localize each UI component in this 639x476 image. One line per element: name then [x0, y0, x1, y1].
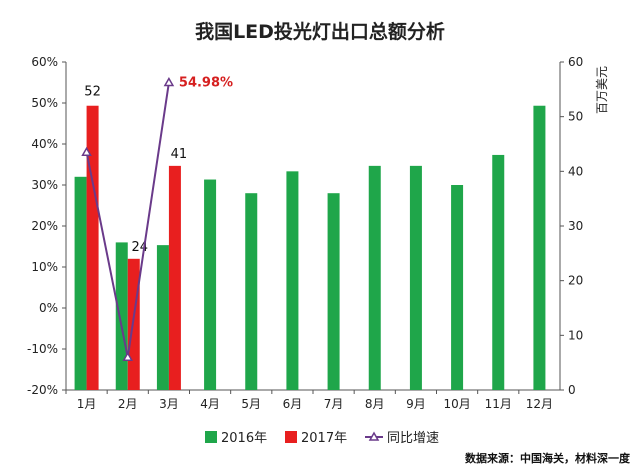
bar-2016: [451, 185, 464, 390]
left-tick-label: -20%: [27, 383, 58, 397]
bar-2016: [156, 245, 169, 390]
bar-2017-data-label: 41: [171, 147, 188, 162]
x-tick-label: 3月: [159, 397, 179, 411]
x-tick-label: 11月: [485, 397, 512, 411]
left-tick-label: 0%: [39, 301, 58, 315]
right-tick-label: 30: [568, 219, 583, 233]
x-tick-label: 6月: [283, 397, 303, 411]
bar-2016: [368, 165, 381, 390]
x-tick-label: 2月: [118, 397, 138, 411]
x-tick-label: 10月: [443, 397, 470, 411]
right-tick-label: 10: [568, 328, 583, 342]
bar-2017: [127, 258, 140, 390]
x-tick-label: 4月: [200, 397, 220, 411]
chart-title: 我国LED投光灯出口总额分析: [195, 20, 445, 43]
left-tick-label: 50%: [31, 96, 58, 110]
growth-marker: [163, 76, 175, 87]
bar-2016: [115, 242, 128, 390]
left-tick-label: 20%: [31, 219, 58, 233]
x-tick-label: 9月: [406, 397, 426, 411]
right-tick-label: 0: [568, 383, 576, 397]
legend-label: 2017年: [301, 431, 347, 446]
bar-2017-data-label: 52: [84, 85, 101, 100]
right-tick-label: 60: [568, 55, 583, 69]
right-tick-label: 20: [568, 274, 583, 288]
left-tick-label: 10%: [31, 260, 58, 274]
left-tick-label: -10%: [27, 342, 58, 356]
bar-2017: [86, 105, 99, 390]
left-tick-label: 30%: [31, 178, 58, 192]
left-tick-label: 40%: [31, 137, 58, 151]
bar-2017: [168, 165, 181, 390]
bar-2016: [533, 105, 546, 390]
bar-2016: [327, 193, 340, 390]
x-tick-label: 7月: [324, 397, 344, 411]
legend-line-marker: [368, 431, 380, 441]
legend-label: 2016年: [221, 431, 267, 446]
source-note: 数据来源：中国海关，材料深一度: [465, 451, 631, 465]
x-tick-label: 1月: [77, 397, 97, 411]
right-axis-label: 百万美元: [595, 66, 609, 114]
x-tick-label: 5月: [241, 397, 261, 411]
x-tick-label: 12月: [526, 397, 553, 411]
growth-marker: [81, 146, 92, 156]
bar-2016: [286, 171, 299, 390]
legend-swatch: [285, 431, 297, 443]
bar-2016: [204, 179, 217, 390]
bar-2016: [74, 176, 87, 390]
legend-label: 同比增速: [387, 431, 439, 446]
right-tick-label: 50: [568, 110, 583, 124]
legend-swatch: [205, 431, 217, 443]
bar-2016: [245, 193, 258, 390]
x-tick-label: 8月: [365, 397, 385, 411]
left-tick-label: 60%: [31, 55, 58, 69]
bar-2016: [409, 165, 422, 390]
growth-highlight-label: 54.98%: [179, 76, 233, 91]
growth-marker: [122, 351, 134, 361]
bar-2016: [492, 154, 505, 390]
right-tick-label: 40: [568, 164, 583, 178]
